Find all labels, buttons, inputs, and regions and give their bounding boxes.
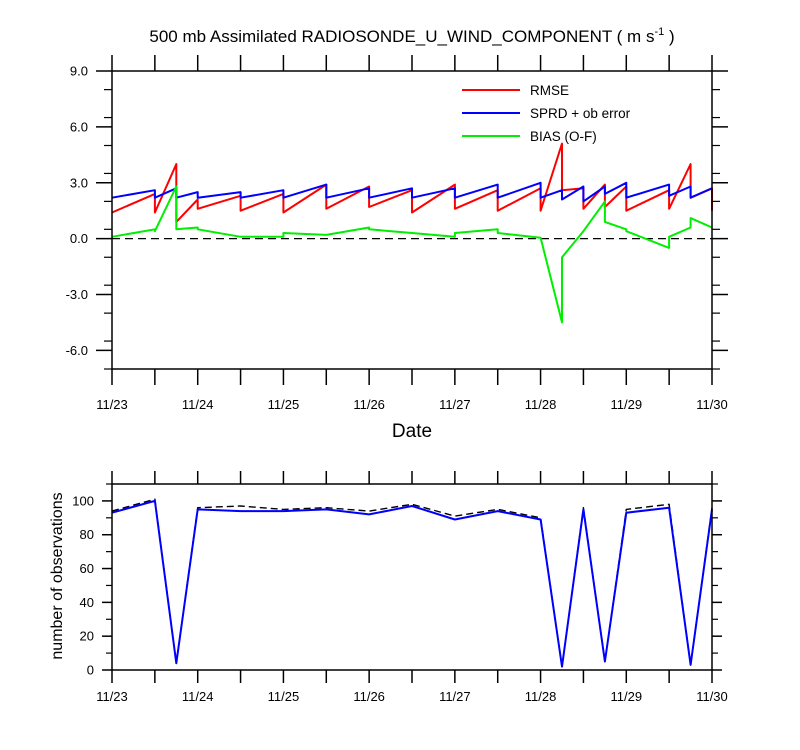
x-tick-label: 11/29 (610, 397, 642, 412)
x-tick-label: 11/23 (96, 689, 128, 704)
y-tick-label: 60 (80, 561, 94, 576)
x-tick-label: 11/24 (182, 397, 214, 412)
x-tick-label: 11/27 (439, 689, 471, 704)
y-tick-label: -6.0 (66, 343, 88, 358)
y-tick-label: -3.0 (66, 287, 88, 302)
x-tick-label: 11/24 (182, 689, 214, 704)
bottom-plot: 11/23 11/24 11/25 11/26 11/27 11/28 11/29 11/30… (72, 471, 728, 704)
chart-title: 500 mb Assimilated RADIOSONDE_U_WIND_COM… (149, 26, 674, 46)
y-tick-label: 80 (80, 527, 94, 542)
y-tick-label: 0 (87, 663, 94, 678)
series-line-0 (111, 498, 713, 668)
series-line-1 (111, 181, 713, 203)
y-tick-label: 3.0 (70, 175, 88, 190)
x-tick-label: 11/29 (610, 689, 642, 704)
x-tick-label: 11/26 (353, 689, 385, 704)
x-tick-label: 11/28 (525, 689, 557, 704)
series-line-2 (111, 185, 713, 324)
series-line-1 (111, 499, 713, 668)
x-tick-label: 11/25 (268, 397, 300, 412)
legend-label: BIAS (O-F) (530, 129, 597, 144)
x-tick-label: 11/30 (696, 689, 728, 704)
x-tick-label: 11/27 (439, 397, 471, 412)
x-axis-title: Date (392, 421, 432, 442)
plot-frame (111, 483, 713, 671)
y-tick-label: 9.0 (70, 64, 88, 79)
y-tick-label: 20 (80, 629, 94, 644)
x-tick-label: 11/25 (268, 689, 300, 704)
top-plot: 11/23 11/24 11/25 11/26 11/27 11/28 11/29 11/30… (66, 55, 728, 412)
y-tick-label: 100 (72, 493, 94, 508)
x-tick-label: 11/28 (525, 397, 557, 412)
x-tick-label: 11/26 (353, 397, 385, 412)
x-tick-label: 11/23 (96, 397, 128, 412)
y-tick-label: 40 (80, 595, 94, 610)
y-axis-title: number of observations (49, 492, 66, 659)
x-tick-label: 11/30 (696, 397, 728, 412)
legend-label: SPRD + ob error (530, 106, 631, 121)
series-line-0 (111, 142, 713, 223)
y-tick-label: 0.0 (70, 231, 88, 246)
y-tick-label: 6.0 (70, 119, 88, 134)
legend-label: RMSE (530, 83, 569, 98)
